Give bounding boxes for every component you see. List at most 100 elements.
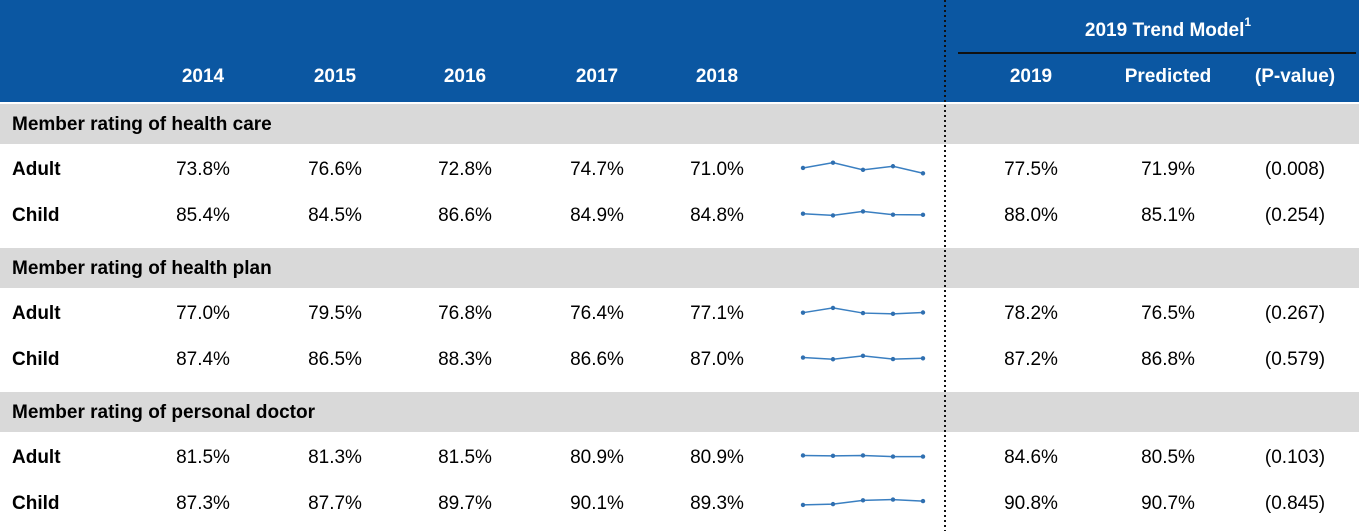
section-band: [0, 392, 1359, 432]
cell: 87.4%: [176, 349, 230, 370]
cell: 86.5%: [308, 349, 362, 370]
year-header: 2015: [314, 66, 357, 87]
sparkline-point: [800, 165, 806, 171]
cell: 71.0%: [690, 159, 744, 180]
footnote-mark: 1: [1244, 15, 1251, 29]
sparkline-point: [830, 357, 836, 362]
sparkline-point: [800, 453, 806, 458]
sparkline-point: [890, 454, 896, 459]
sparkline-point: [830, 453, 836, 459]
cell: (0.267): [1265, 303, 1325, 324]
sparkline-point: [860, 167, 866, 173]
header-band: [0, 0, 1359, 102]
sparkline-point: [800, 310, 806, 315]
cell: 90.8%: [1004, 493, 1058, 514]
cell: 84.9%: [570, 205, 624, 226]
cell: 77.0%: [176, 303, 230, 324]
cell: 84.5%: [308, 205, 362, 226]
row-label: Child: [12, 205, 60, 226]
sparkline-point: [860, 453, 866, 458]
year-header: 2018: [696, 66, 738, 87]
cell: 77.1%: [690, 303, 744, 324]
year-header: 2014: [182, 66, 225, 87]
section-title: Member rating of health care: [12, 114, 272, 135]
sparkline-point: [860, 353, 866, 359]
cell: 89.7%: [438, 493, 492, 514]
cell: 78.2%: [1004, 303, 1058, 324]
row-label: Adult: [12, 303, 61, 324]
cell: 74.7%: [570, 159, 624, 180]
trend-title: 2019 Trend Model1: [1085, 15, 1251, 41]
sparkline-point: [890, 356, 896, 362]
right-header: Predicted: [1125, 66, 1212, 87]
sparkline-point: [920, 356, 926, 361]
cell: 90.7%: [1141, 493, 1195, 514]
cell: 85.1%: [1141, 205, 1195, 226]
cell: 80.5%: [1141, 447, 1195, 468]
cell: 80.9%: [690, 447, 744, 468]
year-header: 2016: [444, 66, 486, 87]
cell: 84.8%: [690, 205, 744, 226]
cell: 81.5%: [176, 447, 230, 468]
section-band: [0, 104, 1359, 144]
sparkline-point: [860, 498, 866, 503]
cell: 86.6%: [438, 205, 492, 226]
sparkline-point: [830, 501, 836, 507]
cell: 76.4%: [570, 303, 624, 324]
sparkline-point: [890, 311, 896, 317]
sparkline-point: [920, 171, 926, 176]
cell: 80.9%: [570, 447, 624, 468]
right-header: 2019: [1010, 66, 1052, 87]
year-header: 2017: [576, 66, 618, 87]
cell: 76.6%: [308, 159, 362, 180]
sparkline-point: [800, 211, 806, 216]
sparkline-point: [920, 454, 926, 459]
cell: 72.8%: [438, 159, 492, 180]
row-label: Adult: [12, 447, 61, 468]
sparkline-point: [830, 160, 836, 165]
cell: 89.3%: [690, 493, 744, 514]
sparkline-point: [890, 497, 896, 502]
row-label: Child: [12, 349, 60, 370]
section-title: Member rating of personal doctor: [12, 402, 316, 423]
cell: 88.0%: [1004, 205, 1058, 226]
cell: (0.008): [1265, 159, 1325, 180]
cell: 79.5%: [308, 303, 362, 324]
sparkline-point: [800, 355, 806, 360]
sparkline-point: [830, 305, 836, 311]
cell: (0.254): [1265, 205, 1325, 226]
cell: 71.9%: [1141, 159, 1195, 180]
cell: 86.8%: [1141, 349, 1195, 370]
cell: (0.845): [1265, 493, 1325, 514]
sparkline-point: [860, 310, 866, 316]
cell: 90.1%: [570, 493, 624, 514]
row-label: Adult: [12, 159, 61, 180]
cell: 76.8%: [438, 303, 492, 324]
sparkline-point: [890, 212, 896, 217]
sparkline-point: [800, 502, 806, 508]
cell: 81.5%: [438, 447, 492, 468]
cell: 85.4%: [176, 205, 230, 226]
section-title: Member rating of health plan: [12, 258, 272, 279]
cell: 87.3%: [176, 493, 230, 514]
sparkline-point: [920, 212, 926, 218]
cell: 86.6%: [570, 349, 624, 370]
cell: 87.0%: [690, 349, 744, 370]
cell: 88.3%: [438, 349, 492, 370]
cell: 77.5%: [1004, 159, 1058, 180]
cell: 76.5%: [1141, 303, 1195, 324]
sparkline-point: [920, 498, 926, 504]
sparkline-point: [920, 310, 926, 315]
cell: 81.3%: [308, 447, 362, 468]
section-band: [0, 248, 1359, 288]
row-label: Child: [12, 493, 60, 514]
cell: (0.579): [1265, 349, 1325, 370]
cell: 87.7%: [308, 493, 362, 514]
right-header: (P-value): [1255, 66, 1335, 87]
cell: 73.8%: [176, 159, 230, 180]
sparkline-point: [830, 213, 836, 218]
sparkline-point: [860, 209, 866, 214]
cell: (0.103): [1265, 447, 1325, 468]
sparkline-point: [890, 164, 896, 169]
